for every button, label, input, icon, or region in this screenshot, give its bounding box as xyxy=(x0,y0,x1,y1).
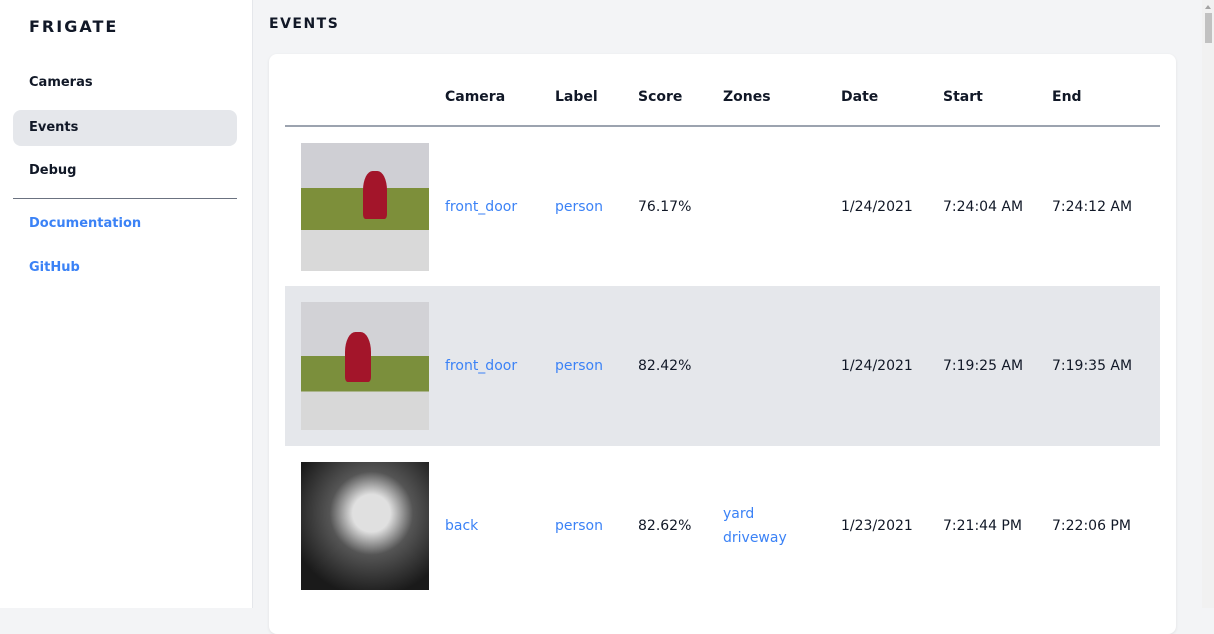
end-time: 7:24:12 AM xyxy=(1052,198,1133,215)
header-camera: Camera xyxy=(445,54,555,127)
table-row[interactable]: back person 82.62% yard driveway 1/23/202… xyxy=(285,446,1160,606)
date: 1/24/2021 xyxy=(841,198,913,215)
score: 82.42% xyxy=(638,286,723,446)
date: 1/23/2021 xyxy=(841,518,913,534)
label-link[interactable]: person xyxy=(555,198,603,215)
table-row[interactable]: front_door person 82.42% 1/24/2021 7:19:… xyxy=(285,286,1160,446)
header-thumbnail xyxy=(285,54,445,127)
start-time: 7:24:04 AM xyxy=(943,198,1024,215)
start-time: 7:21:44 PM xyxy=(943,518,1022,534)
events-card: Camera Label Score Zones Date Start End … xyxy=(269,54,1176,634)
end-time: 7:22:06 PM xyxy=(1052,518,1131,534)
end-time: 7:19:35 AM xyxy=(1052,286,1160,446)
camera-link[interactable]: front_door xyxy=(445,286,555,446)
label-link[interactable]: person xyxy=(555,518,603,534)
label-link[interactable]: person xyxy=(555,286,638,446)
sidebar-item-events[interactable]: Events xyxy=(13,110,237,146)
header-end: End xyxy=(1052,54,1160,127)
zones: yard driveway xyxy=(723,446,841,606)
header-zones: Zones xyxy=(723,54,841,127)
zones xyxy=(723,286,841,446)
score: 82.62% xyxy=(638,518,692,534)
page-title: EVENTS xyxy=(269,16,340,32)
github-link[interactable]: GitHub xyxy=(29,260,80,275)
events-table: Camera Label Score Zones Date Start End … xyxy=(285,54,1160,606)
header-date: Date xyxy=(841,54,943,127)
date: 1/24/2021 xyxy=(841,286,943,446)
documentation-link[interactable]: Documentation xyxy=(29,216,142,231)
zone-link[interactable]: yard xyxy=(723,506,755,522)
event-thumbnail[interactable] xyxy=(301,462,429,590)
sidebar-item-cameras[interactable]: Cameras xyxy=(29,75,93,90)
header-score: Score xyxy=(638,54,723,127)
camera-link[interactable]: back xyxy=(445,518,479,534)
scroll-up-arrow-icon[interactable] xyxy=(1205,5,1211,9)
start-time: 7:19:25 AM xyxy=(943,286,1052,446)
table-header: Camera Label Score Zones Date Start End xyxy=(285,54,1160,127)
sidebar-divider xyxy=(13,198,237,199)
zone-link[interactable]: driveway xyxy=(723,530,787,546)
camera-link[interactable]: front_door xyxy=(445,198,518,215)
table-row[interactable]: front_door person 76.17% 1/24/2021 7:24:… xyxy=(285,126,1160,286)
brand-logo: FRIGATE xyxy=(29,17,119,36)
scrollbar[interactable] xyxy=(1202,0,1214,608)
score: 76.17% xyxy=(638,198,692,215)
header-start: Start xyxy=(943,54,1052,127)
zones xyxy=(723,126,841,286)
event-thumbnail[interactable] xyxy=(301,302,429,430)
scrollbar-thumb[interactable] xyxy=(1205,13,1212,43)
sidebar: FRIGATE Cameras Events Debug Documentati… xyxy=(0,0,253,608)
event-thumbnail[interactable] xyxy=(301,142,429,271)
sidebar-item-debug[interactable]: Debug xyxy=(29,163,77,178)
header-label: Label xyxy=(555,54,638,127)
